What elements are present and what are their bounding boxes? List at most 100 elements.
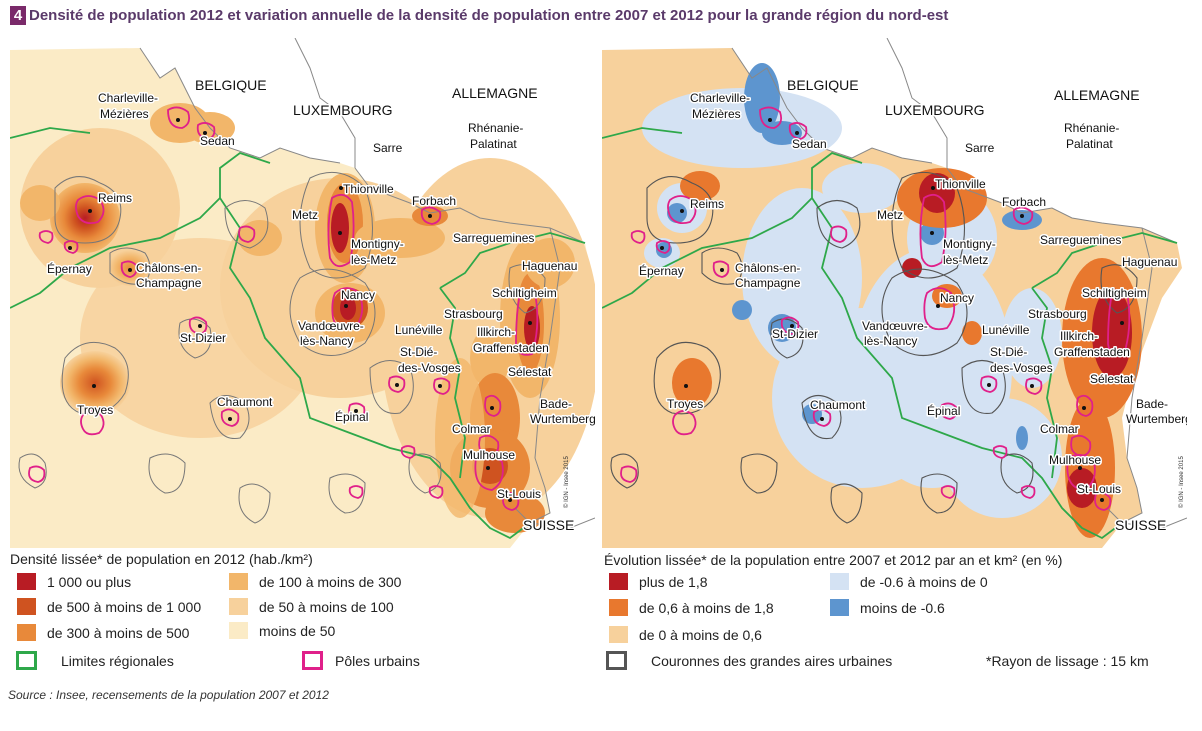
change-patches [642, 63, 1142, 538]
label-nancy: Nancy [940, 291, 974, 305]
label-allemagne: ALLEMAGNE [1054, 87, 1140, 103]
label-luxembourg: LUXEMBOURG [885, 102, 985, 118]
label-chalons: Châlons-en- [136, 261, 201, 275]
label-selestat: Sélestat [1090, 372, 1134, 386]
label-montigny: Montigny- [351, 237, 404, 251]
label-wurtemberg: Wurtemberg [1126, 412, 1187, 426]
label-metz: Metz [877, 208, 903, 222]
legend-swatch [229, 622, 248, 639]
label-st-dizier: St-Dizier [772, 327, 818, 341]
legend-label: de 100 à moins de 300 [259, 573, 402, 590]
label-chaumont: Chaumont [810, 398, 866, 412]
label-reims: Reims [98, 191, 132, 205]
legend-swatch [606, 651, 627, 670]
label-epernay: Épernay [639, 263, 684, 278]
density-map: BELGIQUE LUXEMBOURG ALLEMAGNE SUISSE Sar… [10, 38, 595, 548]
label-luxembourg: LUXEMBOURG [293, 102, 393, 118]
legend-swatch [609, 573, 628, 590]
label-belgique: BELGIQUE [195, 77, 267, 93]
label-des-vosges: des-Vosges [398, 361, 461, 375]
country-borders [731, 38, 1187, 529]
label-charleville: Charleville- [98, 91, 158, 105]
label-st-louis: St-Louis [1077, 482, 1121, 496]
legend-item: moins de -0.6 [830, 599, 945, 616]
city-dots [660, 118, 1124, 502]
density-patches [20, 103, 595, 533]
label-metz: Metz [292, 208, 318, 222]
label-epinal: Épinal [335, 409, 368, 424]
density-map-labels: BELGIQUE LUXEMBOURG ALLEMAGNE SUISSE Sar… [46, 76, 596, 535]
legend-swatch [229, 598, 248, 615]
label-chaumont: Chaumont [217, 395, 273, 409]
label-les-nancy: lès-Nancy [300, 334, 353, 348]
legend-label: Pôles urbains [335, 652, 420, 669]
label-illkirch: Illkirch- [477, 325, 515, 339]
label-st-louis: St-Louis [497, 487, 541, 501]
legend-label: de 300 à moins de 500 [47, 624, 190, 641]
label-rhenanie: Rhénanie- [1064, 121, 1119, 135]
label-schiltigheim: Schiltigheim [1082, 286, 1147, 300]
density-legend-title: Densité lissée* de population en 2012 (h… [10, 551, 313, 567]
label-vandoeuvre: Vandœuvre- [862, 319, 928, 333]
legend-swatch [830, 573, 849, 590]
legend-label: de 50 à moins de 100 [259, 598, 394, 615]
country-borders [139, 38, 595, 529]
label-chalons: Châlons-en- [735, 261, 800, 275]
label-strasbourg: Strasbourg [444, 307, 503, 321]
label-charleville: Charleville- [690, 91, 750, 105]
label-troyes: Troyes [667, 397, 703, 411]
legend-swatch [302, 651, 323, 670]
legend-label: moins de 50 [259, 622, 336, 639]
label-selestat: Sélestat [508, 365, 552, 379]
label-belgique: BELGIQUE [787, 77, 859, 93]
label-mezieres: Mézières [100, 107, 149, 121]
label-reims: Reims [690, 197, 724, 211]
legend-item: moins de 50 [229, 622, 335, 639]
label-mulhouse: Mulhouse [463, 448, 515, 462]
figure-title-text: Densité de population 2012 et variation … [29, 6, 949, 24]
legend-label: de 500 à moins de 1 000 [47, 598, 202, 615]
legend-item: 1 000 ou plus [17, 573, 131, 590]
label-nancy: Nancy [341, 288, 375, 302]
urban-poles [620, 106, 1131, 511]
label-strasbourg: Strasbourg [1028, 307, 1087, 321]
change-map-svg: BELGIQUE LUXEMBOURG ALLEMAGNE SUISSE Sar… [602, 38, 1187, 548]
label-st-die: St-Dié- [400, 345, 437, 359]
source-note: Source : Insee, recensements de la popul… [8, 688, 329, 702]
legend-label: Limites régionales [61, 652, 174, 669]
label-champagne: Champagne [136, 276, 202, 290]
legend-swatch [609, 599, 628, 616]
figure-title: 4 Densité de population 2012 et variatio… [10, 4, 948, 26]
legend-label: Couronnes des grandes aires urbaines [651, 652, 893, 669]
crowns [610, 171, 1138, 524]
label-sarre: Sarre [965, 141, 995, 155]
legend-swatch [609, 626, 628, 643]
label-rhenanie: Rhénanie- [468, 121, 523, 135]
label-allemagne: ALLEMAGNE [452, 85, 538, 101]
label-haguenau: Haguenau [1122, 255, 1177, 269]
urban-poles [28, 106, 539, 511]
smoothing-note: *Rayon de lissage : 15 km [986, 653, 1149, 669]
legend-label: moins de -0.6 [860, 599, 945, 616]
label-colmar: Colmar [1040, 422, 1079, 436]
label-epinal: Épinal [927, 403, 960, 418]
label-champagne: Champagne [735, 276, 801, 290]
legend-swatch [17, 624, 36, 641]
change-map: BELGIQUE LUXEMBOURG ALLEMAGNE SUISSE Sar… [602, 38, 1187, 548]
density-map-svg: BELGIQUE LUXEMBOURG ALLEMAGNE SUISSE Sar… [10, 38, 595, 548]
legend-item: de 300 à moins de 500 [17, 624, 189, 641]
label-thionville: Thionville [343, 182, 394, 196]
label-suisse: SUISSE [523, 517, 574, 533]
label-mezieres: Mézières [692, 107, 741, 121]
label-luneville: Lunéville [982, 323, 1030, 337]
legend-label: 1 000 ou plus [47, 573, 132, 590]
legend-swatch [229, 573, 248, 590]
label-sarre: Sarre [373, 141, 403, 155]
label-graffenstaden: Graffenstaden [473, 341, 549, 355]
label-les-nancy: lès-Nancy [864, 334, 917, 348]
legend-label: de 0,6 à moins de 1,8 [639, 599, 774, 616]
change-map-labels: BELGIQUE LUXEMBOURG ALLEMAGNE SUISSE Sar… [638, 76, 1188, 535]
label-colmar: Colmar [452, 422, 491, 436]
label-bade: Bade- [1136, 397, 1168, 411]
label-palatinat: Palatinat [1066, 137, 1113, 151]
